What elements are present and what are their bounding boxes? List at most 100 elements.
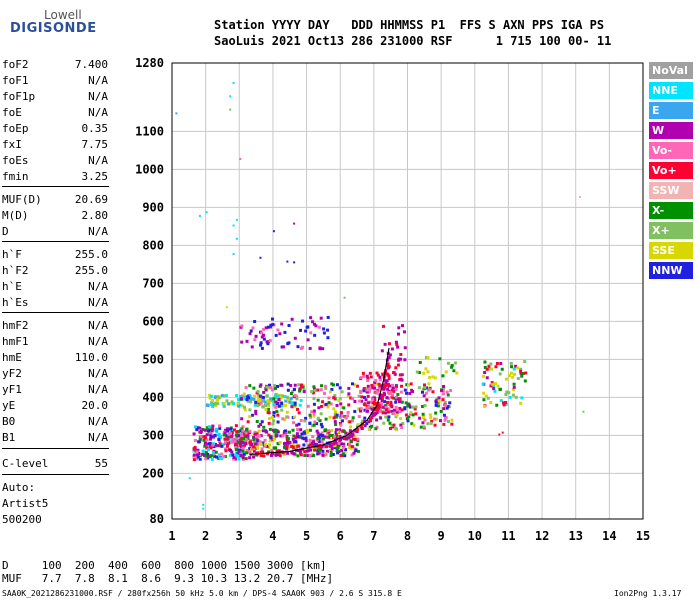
echo-pixel: [250, 413, 254, 417]
echo-pixel: [365, 404, 369, 408]
echo-pixel: [223, 447, 227, 451]
param-value: 3.25: [81, 170, 109, 183]
echo-pixel: [444, 403, 448, 407]
echo-pixel: [249, 400, 253, 404]
echo-pixel: [312, 453, 316, 457]
echo-pixel: [511, 375, 515, 379]
echo-pixel: [272, 403, 276, 407]
echo-pixel: [302, 443, 306, 447]
echo-pixel: [287, 430, 291, 434]
echo-pixel: [455, 371, 459, 375]
echo-pixel: [351, 416, 355, 420]
param-divider: [2, 241, 109, 242]
param-name: MUF(D): [2, 193, 42, 206]
echo-pixel: [283, 403, 287, 407]
echo-pixel: [317, 325, 321, 329]
echo-pixel: [240, 427, 244, 431]
echo-pixel: [237, 450, 241, 454]
echo-pixel: [236, 452, 240, 456]
echo-pixel: [206, 448, 210, 452]
param-row-fof1p: foF1p N/A: [2, 90, 108, 105]
echo-pixel: [254, 442, 258, 446]
echo-pixel: [215, 398, 219, 402]
echo-pixel: [196, 455, 200, 459]
echo-pixel: [254, 444, 258, 448]
echo-pixel: [369, 375, 373, 379]
echo-pixel: [286, 441, 290, 445]
echo-pixel: [397, 326, 401, 330]
echo-pixel: [290, 445, 294, 449]
echo-pixel: [392, 396, 396, 400]
echo-pixel: [400, 400, 404, 404]
echo-pixel: [252, 438, 256, 442]
foF2-trace-line: [249, 347, 390, 455]
echo-pixel: [227, 432, 231, 436]
echo-pixel: [417, 371, 421, 375]
echo-pixel: [412, 423, 416, 427]
echo-pixel: [250, 397, 254, 401]
echo-pixel: [362, 374, 366, 378]
echo-pixel: [396, 363, 400, 367]
echo-pixel: [267, 450, 271, 454]
echo-pixel: [491, 382, 495, 386]
echo-pixel: [277, 404, 281, 408]
echo-pixel: [316, 437, 320, 441]
echo-pixel: [198, 426, 202, 430]
param-name: foF1: [2, 74, 29, 87]
echo-pixel: [244, 386, 248, 390]
echo-pixel: [357, 394, 361, 398]
echo-pixel: [329, 451, 333, 455]
echo-pixel: [442, 407, 446, 411]
echo-pixel: [442, 384, 446, 388]
echo-pixel: [237, 454, 241, 458]
scatter-point: [293, 261, 296, 264]
echo-pixel: [337, 441, 341, 445]
echo-pixel: [499, 362, 503, 366]
param-row-b0: B0 N/A: [2, 415, 108, 430]
echo-pixel: [360, 395, 364, 399]
echo-pixel: [253, 320, 257, 324]
echo-pixel: [257, 429, 261, 433]
x-tick-label: 9: [438, 529, 445, 543]
echo-pixel: [313, 388, 317, 392]
echo-pixel: [318, 440, 322, 444]
echo-pixel: [264, 326, 268, 330]
scatter-point: [272, 230, 275, 233]
scatter-point: [498, 433, 501, 436]
echo-pixel: [264, 407, 268, 411]
echo-pixel: [329, 454, 333, 458]
echo-pixel: [382, 324, 386, 328]
echo-pixel: [218, 424, 222, 428]
echo-pixel: [281, 434, 285, 438]
echo-pixel: [260, 335, 264, 339]
echo-pixel: [213, 401, 217, 405]
echo-pixel: [285, 444, 289, 448]
echo-pixel: [415, 370, 419, 374]
echo-pixel: [209, 402, 213, 406]
echo-pixel: [237, 398, 241, 402]
echo-pixel: [373, 386, 377, 390]
echo-pixel: [426, 422, 430, 426]
echo-pixel: [342, 446, 346, 450]
echo-pixel: [259, 341, 263, 345]
echo-pixel: [409, 405, 413, 409]
echo-pixel: [393, 426, 397, 430]
echo-pixel: [347, 436, 351, 440]
echo-pixel: [387, 374, 391, 378]
echo-pixel: [380, 386, 384, 390]
echo-pixel: [339, 411, 343, 415]
echo-pixel: [512, 372, 516, 376]
echo-pixel: [326, 403, 330, 407]
echo-pixel: [291, 428, 295, 432]
echo-pixel: [330, 382, 334, 386]
echo-pixel: [311, 443, 315, 447]
echo-pixel: [303, 450, 307, 454]
echo-pixel: [324, 417, 328, 421]
echo-pixel: [340, 390, 344, 394]
scatter-point: [293, 222, 296, 225]
echo-pixel: [333, 397, 337, 401]
echo-pixel: [315, 422, 319, 426]
legend-item-sse: SSE: [649, 242, 693, 259]
echo-pixel: [210, 429, 214, 433]
